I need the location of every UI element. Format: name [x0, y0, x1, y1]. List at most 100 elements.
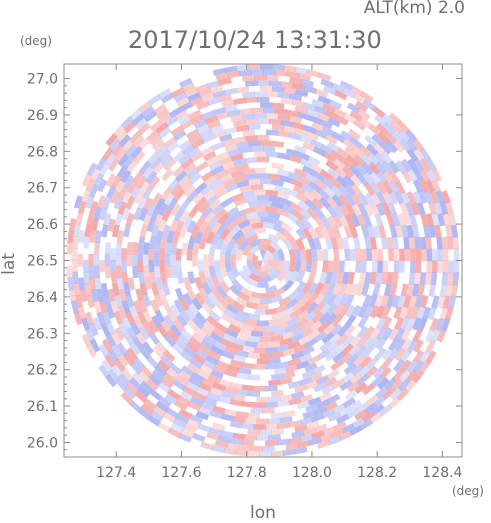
- radar-gate-cell: [375, 386, 389, 399]
- radar-gate-cell: [121, 190, 132, 205]
- radar-gate-cell: [388, 160, 400, 174]
- radar-gate-cell: [279, 416, 293, 424]
- radar-gate-cell: [182, 214, 194, 228]
- radar-gate-cell: [160, 354, 173, 368]
- radar-gate-cell: [233, 97, 247, 105]
- radar-gate-cell: [254, 227, 267, 235]
- radar-gate-cell: [261, 255, 265, 261]
- radar-gate-cell: [381, 305, 391, 320]
- radar-gate-cell: [194, 326, 208, 339]
- radar-gate-cell: [226, 303, 239, 315]
- radar-gate-cell: [279, 314, 293, 324]
- radar-gate-cell: [206, 391, 221, 402]
- radar-gate-cell: [221, 350, 235, 360]
- radar-gate-cell: [259, 352, 273, 359]
- radar-gate-cell: [202, 359, 216, 370]
- radar-gate-cell: [81, 317, 91, 331]
- radar-gate-cell: [191, 297, 203, 311]
- radar-gate-cell: [395, 224, 403, 238]
- radar-gate-cell: [389, 387, 403, 401]
- radar-gate-cell: [125, 310, 136, 325]
- radar-gate-cell: [242, 129, 255, 137]
- radar-gate-cell: [212, 327, 226, 339]
- radar-gate-cell: [145, 170, 158, 185]
- radar-gate-cell: [316, 439, 331, 450]
- radar-gate-cell: [115, 129, 129, 143]
- radar-gate-cell: [313, 215, 326, 229]
- radar-gate-cell: [114, 148, 127, 162]
- radar-gate-cell: [98, 299, 108, 314]
- radar-gate-cell: [232, 416, 246, 424]
- radar-gate-cell: [332, 225, 342, 239]
- radar-gate-cell: [277, 113, 291, 122]
- radar-gate-cell: [179, 198, 191, 212]
- radar-gate-cell: [194, 181, 208, 194]
- radar-gate-cell: [256, 118, 270, 125]
- radar-gate-cell: [336, 147, 350, 160]
- radar-gate-cell: [146, 129, 160, 142]
- radar-gate-cell: [341, 343, 354, 356]
- radar-gate-cell: [312, 170, 326, 182]
- radar-gate-cell: [205, 231, 216, 245]
- radar-gate-cell: [382, 260, 389, 273]
- radar-gate-cell: [286, 212, 299, 224]
- radar-gate-cell: [282, 370, 296, 379]
- radar-gate-cell: [268, 173, 282, 181]
- radar-gate-cell: [425, 157, 437, 172]
- radar-gate-cell: [349, 136, 363, 149]
- radar-gate-cell: [160, 376, 174, 389]
- radar-gate-cell: [300, 79, 315, 88]
- radar-gate-cell: [339, 157, 353, 170]
- radar-gate-cell: [230, 265, 240, 278]
- radar-gate-cell: [126, 241, 134, 255]
- radar-gate-cell: [149, 134, 163, 147]
- radar-gate-cell: [79, 288, 88, 303]
- radar-gate-cell: [175, 374, 189, 387]
- radar-gate-cell: [318, 271, 328, 285]
- radar-gate-cell: [215, 111, 230, 121]
- radar-gate-cell: [75, 212, 84, 226]
- radar-gate-cell: [309, 163, 324, 174]
- radar-gate-cell: [347, 381, 361, 393]
- radar-gate-cell: [345, 354, 359, 367]
- radar-gate-cell: [173, 188, 186, 202]
- radar-gate-cell: [305, 248, 313, 261]
- radar-gate-cell: [159, 248, 166, 261]
- radar-gate-cell: [305, 108, 320, 118]
- radar-gate-cell: [147, 94, 162, 106]
- radar-gate-cell: [102, 311, 112, 325]
- radar-gate-cell: [453, 260, 460, 274]
- radar-gate-cell: [270, 450, 284, 457]
- radar-gate-cell: [150, 410, 164, 422]
- radar-gate-cell: [325, 159, 339, 172]
- radar-gate-cell: [311, 98, 325, 109]
- radar-gate-cell: [253, 113, 267, 119]
- radar-gate-cell: [320, 282, 330, 296]
- radar-gate-cell: [381, 316, 393, 331]
- radar-gate-cell: [248, 296, 261, 305]
- radar-gate-cell: [448, 295, 457, 309]
- radar-gate-cell: [369, 236, 378, 250]
- radar-gate-cell: [412, 349, 425, 364]
- radar-gate-cell: [209, 178, 223, 189]
- radar-gate-cell: [132, 112, 146, 126]
- radar-gate-cell: [292, 185, 306, 196]
- radar-gate-cell: [300, 327, 314, 339]
- radar-gate-cell: [389, 283, 398, 297]
- radar-gate-cell: [332, 131, 346, 144]
- radar-gate-cell: [218, 378, 232, 388]
- radar-gate-cell: [123, 120, 137, 134]
- radar-gate-cell: [358, 364, 372, 378]
- radar-gate-cell: [168, 106, 183, 119]
- radar-gate-cell: [286, 70, 300, 79]
- radar-gate-cell: [376, 181, 388, 195]
- radar-gate-cell: [337, 324, 350, 337]
- radar-gate-cell: [116, 277, 125, 291]
- radar-gate-cell: [96, 195, 107, 209]
- y-axis: 27.026.926.826.726.626.526.426.326.226.1…: [27, 72, 462, 458]
- radar-gate-cell: [112, 124, 126, 138]
- radar-gate-cell: [316, 399, 330, 409]
- radar-gate-cell: [163, 314, 175, 328]
- y-tick-label: 26.5: [27, 254, 58, 270]
- radar-gate-cell: [388, 248, 394, 262]
